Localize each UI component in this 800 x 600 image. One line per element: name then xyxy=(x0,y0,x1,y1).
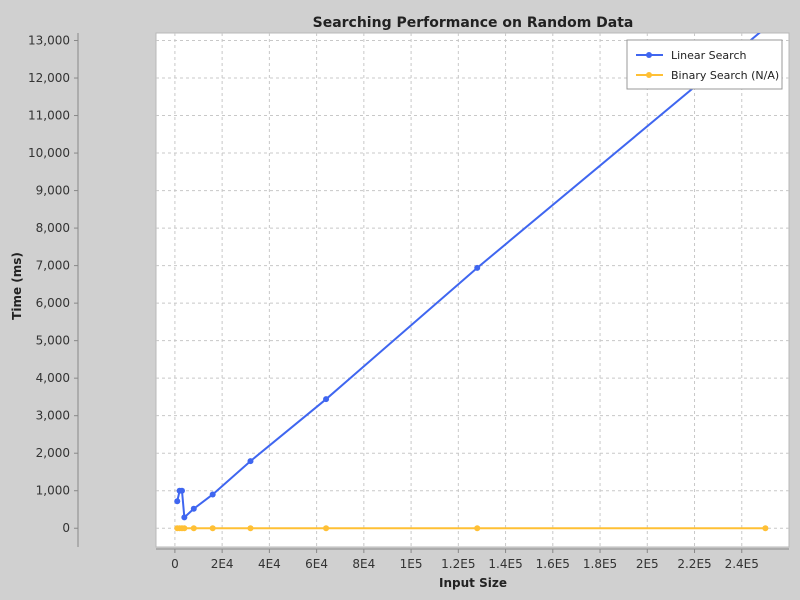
plot-area xyxy=(155,32,790,548)
data-point-linear-search xyxy=(474,264,481,271)
x-tick-label: 1.8E5 xyxy=(583,557,617,571)
x-tick-label: 1.4E5 xyxy=(488,557,522,571)
data-point-linear-search xyxy=(209,491,216,498)
data-point-binary-search-n-a xyxy=(323,525,330,532)
plot-background xyxy=(155,32,790,548)
x-tick-label: 2E4 xyxy=(211,557,234,571)
data-point-linear-search xyxy=(247,458,254,465)
data-point-binary-search-n-a xyxy=(474,525,481,532)
x-tick-label: 8E4 xyxy=(352,557,375,571)
x-tick-label: 6E4 xyxy=(305,557,328,571)
x-tick-label: 0 xyxy=(171,557,179,571)
x-tick-label: 4E4 xyxy=(258,557,281,571)
data-point-binary-search-n-a xyxy=(762,525,769,532)
series-binary-search-n-a xyxy=(174,525,769,532)
y-tick-label: 13,000 xyxy=(28,34,70,48)
y-tick-label: 0 xyxy=(62,521,70,535)
y-tick-label: 6,000 xyxy=(36,296,70,310)
x-tick-label: 1.2E5 xyxy=(441,557,475,571)
legend-label-linear-search: Linear Search xyxy=(671,49,747,62)
y-tick-label: 9,000 xyxy=(36,184,70,198)
data-point-binary-search-n-a xyxy=(209,525,216,532)
data-point-linear-search xyxy=(178,487,185,494)
axes: 0 1,000 2,000 3,000 4,000 5,000 6,000 7,000 8,00… xyxy=(28,33,789,571)
data-point-binary-search-n-a xyxy=(181,525,188,532)
y-axis-label: Time (ms) xyxy=(10,252,24,320)
x-tick-label: 1E5 xyxy=(400,557,423,571)
y-tick-label: 1,000 xyxy=(36,484,70,498)
y-tick-label: 3,000 xyxy=(36,409,70,423)
series-layer xyxy=(174,33,769,532)
legend-box xyxy=(626,39,783,90)
legend-label-binary-search-n-a: Binary Search (N/A) xyxy=(671,69,779,82)
y-tick-label: 7,000 xyxy=(36,259,70,273)
x-tick-label: 2E5 xyxy=(636,557,659,571)
data-point-binary-search-n-a xyxy=(247,525,254,532)
chart-title: Searching Performance on Random Data xyxy=(313,15,634,31)
series-linear-search xyxy=(174,33,761,521)
y-tick-label: 10,000 xyxy=(28,146,70,160)
y-tick-label: 11,000 xyxy=(28,109,70,123)
data-point-binary-search-n-a xyxy=(190,525,197,532)
y-tick-label: 5,000 xyxy=(36,334,70,348)
legend-marker-binary-search-n-a xyxy=(646,72,652,78)
data-point-linear-search xyxy=(174,498,181,505)
x-tick-label: 2.2E5 xyxy=(677,557,711,571)
data-point-linear-search xyxy=(190,505,197,512)
legend-marker-linear-search xyxy=(646,52,652,58)
x-tick-label: 2.4E5 xyxy=(725,557,759,571)
x-axis-label: Input Size xyxy=(439,576,507,590)
x-tick-label: 1.6E5 xyxy=(536,557,570,571)
grid-lines xyxy=(156,33,789,547)
data-point-linear-search xyxy=(323,396,330,403)
y-tick-label: 2,000 xyxy=(36,446,70,460)
y-tick-label: 12,000 xyxy=(28,71,70,85)
y-tick-label: 4,000 xyxy=(36,371,70,385)
data-point-linear-search xyxy=(181,514,188,521)
legend: Linear Search Binary Search (N/A) xyxy=(626,39,783,90)
y-tick-label: 8,000 xyxy=(36,221,70,235)
